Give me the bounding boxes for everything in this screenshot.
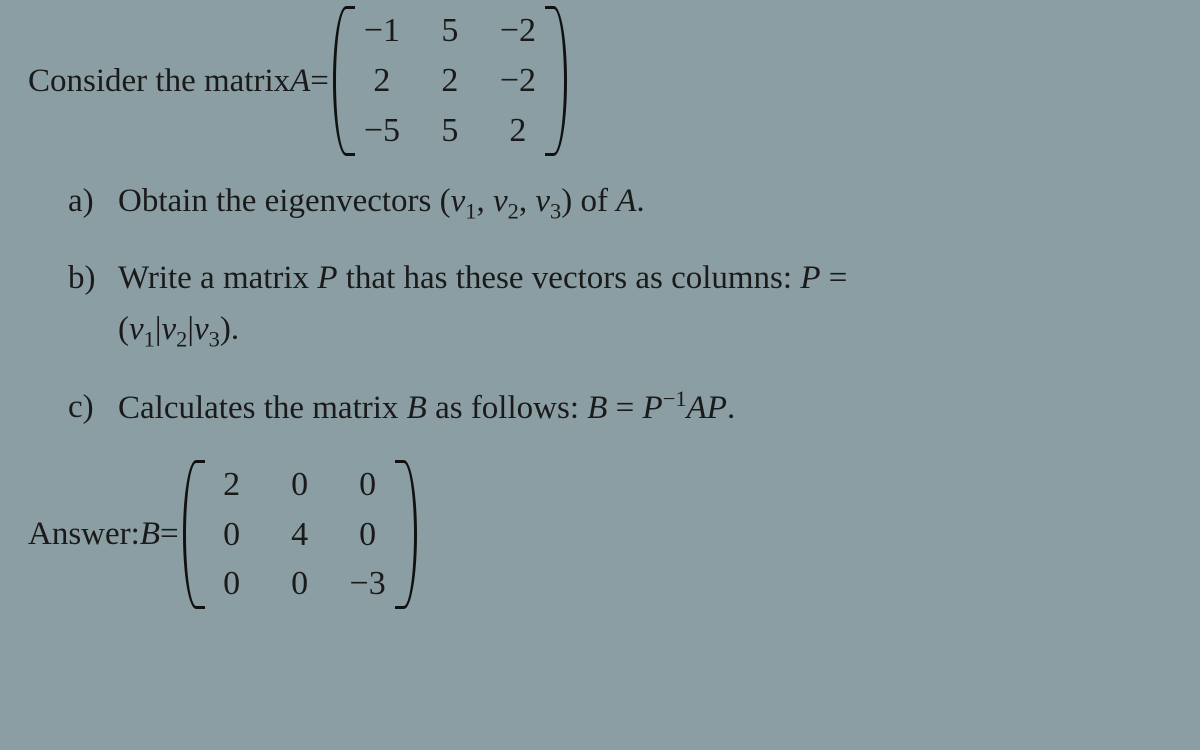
matrix-cell: 4 bbox=[281, 512, 319, 558]
intro-line: Consider the matrix A = −1 5 −2 2 2 −2 −… bbox=[28, 4, 1172, 158]
var-A: A bbox=[687, 390, 707, 426]
v1: v bbox=[129, 311, 144, 347]
sub3: 3 bbox=[209, 327, 220, 352]
matrix-cell: 0 bbox=[281, 462, 319, 508]
var-P: P bbox=[317, 260, 337, 296]
exponent: −1 bbox=[663, 386, 687, 411]
intro-text: Consider the matrix bbox=[28, 59, 290, 104]
matrix-cell: −1 bbox=[363, 8, 401, 54]
comma: , bbox=[477, 183, 494, 219]
comma: , bbox=[519, 183, 536, 219]
matrix-cell: 2 bbox=[431, 58, 469, 104]
equals-sign: = bbox=[310, 59, 329, 104]
matrix-cell: 0 bbox=[349, 462, 387, 508]
matrix-cell: 0 bbox=[213, 561, 251, 607]
question-c-body: Calculates the matrix B as follows: B = … bbox=[118, 382, 1172, 434]
question-b-body: Write a matrix P that has these vectors … bbox=[118, 253, 1172, 358]
sub3: 3 bbox=[550, 198, 561, 223]
var-P: P bbox=[707, 390, 727, 426]
period: . bbox=[727, 390, 735, 426]
question-a-body: Obtain the eigenvectors (v1, v2, v3) of … bbox=[118, 176, 1172, 229]
var-A: A bbox=[616, 183, 636, 219]
v2: v bbox=[161, 311, 176, 347]
matrix-cell: 5 bbox=[431, 108, 469, 154]
matrix-A-grid: −1 5 −2 2 2 −2 −5 5 2 bbox=[355, 4, 545, 158]
close-paren: ). bbox=[220, 311, 239, 347]
matrix-cell: 0 bbox=[213, 512, 251, 558]
question-a: a) Obtain the eigenvectors (v1, v2, v3) … bbox=[68, 176, 1172, 229]
matrix-cell: 5 bbox=[431, 8, 469, 54]
matrix-B-grid: 2 0 0 0 4 0 0 0 −3 bbox=[205, 458, 395, 612]
matrix-var-A: A bbox=[290, 59, 310, 104]
matrix-cell: −2 bbox=[499, 58, 537, 104]
v3: v bbox=[535, 183, 550, 219]
sub2: 2 bbox=[176, 327, 187, 352]
var-P: P bbox=[800, 260, 820, 296]
matrix-cell: −2 bbox=[499, 8, 537, 54]
text: Write a matrix bbox=[118, 260, 317, 296]
answer-line: Answer: B = 2 0 0 0 4 0 0 0 −3 bbox=[28, 458, 1172, 612]
v1: v bbox=[451, 183, 466, 219]
matrix-cell: −5 bbox=[363, 108, 401, 154]
matrix-A: −1 5 −2 2 2 −2 −5 5 2 bbox=[333, 4, 567, 158]
matrix-cell: 0 bbox=[349, 512, 387, 558]
matrix-cell: −3 bbox=[349, 561, 387, 607]
text: as follows: bbox=[427, 390, 587, 426]
sub1: 1 bbox=[465, 198, 476, 223]
equals: = bbox=[607, 390, 642, 426]
matrix-cell: 2 bbox=[363, 58, 401, 104]
question-b: b) Write a matrix P that has these vecto… bbox=[68, 253, 1172, 358]
question-letter: b) bbox=[68, 253, 118, 304]
left-paren-icon bbox=[183, 458, 205, 612]
question-letter: c) bbox=[68, 382, 118, 433]
right-paren-icon bbox=[545, 4, 567, 158]
sub1: 1 bbox=[144, 327, 155, 352]
question-list: a) Obtain the eigenvectors (v1, v2, v3) … bbox=[28, 176, 1172, 434]
text: Calculates the matrix bbox=[118, 390, 407, 426]
var-B: B bbox=[587, 390, 607, 426]
equals-sign: = bbox=[160, 512, 179, 557]
text: ) of bbox=[561, 183, 616, 219]
equals: = bbox=[821, 260, 848, 296]
var-P: P bbox=[643, 390, 663, 426]
left-paren-icon bbox=[333, 4, 355, 158]
matrix-cell: 2 bbox=[213, 462, 251, 508]
matrix-cell: 2 bbox=[499, 108, 537, 154]
answer-label: Answer: bbox=[28, 512, 140, 557]
sub2: 2 bbox=[508, 198, 519, 223]
matrix-var-B: B bbox=[140, 512, 160, 557]
right-paren-icon bbox=[395, 458, 417, 612]
var-B: B bbox=[407, 390, 427, 426]
period: . bbox=[636, 183, 644, 219]
open-paren: ( bbox=[118, 311, 129, 347]
text: Obtain the eigenvectors ( bbox=[118, 183, 451, 219]
bar: | bbox=[187, 311, 194, 347]
matrix-B: 2 0 0 0 4 0 0 0 −3 bbox=[183, 458, 417, 612]
text: that has these vectors as columns: bbox=[338, 260, 801, 296]
question-c: c) Calculates the matrix B as follows: B… bbox=[68, 382, 1172, 434]
question-letter: a) bbox=[68, 176, 118, 227]
matrix-cell: 0 bbox=[281, 561, 319, 607]
math-problem-page: Consider the matrix A = −1 5 −2 2 2 −2 −… bbox=[0, 0, 1200, 649]
v3: v bbox=[194, 311, 209, 347]
v2: v bbox=[493, 183, 508, 219]
